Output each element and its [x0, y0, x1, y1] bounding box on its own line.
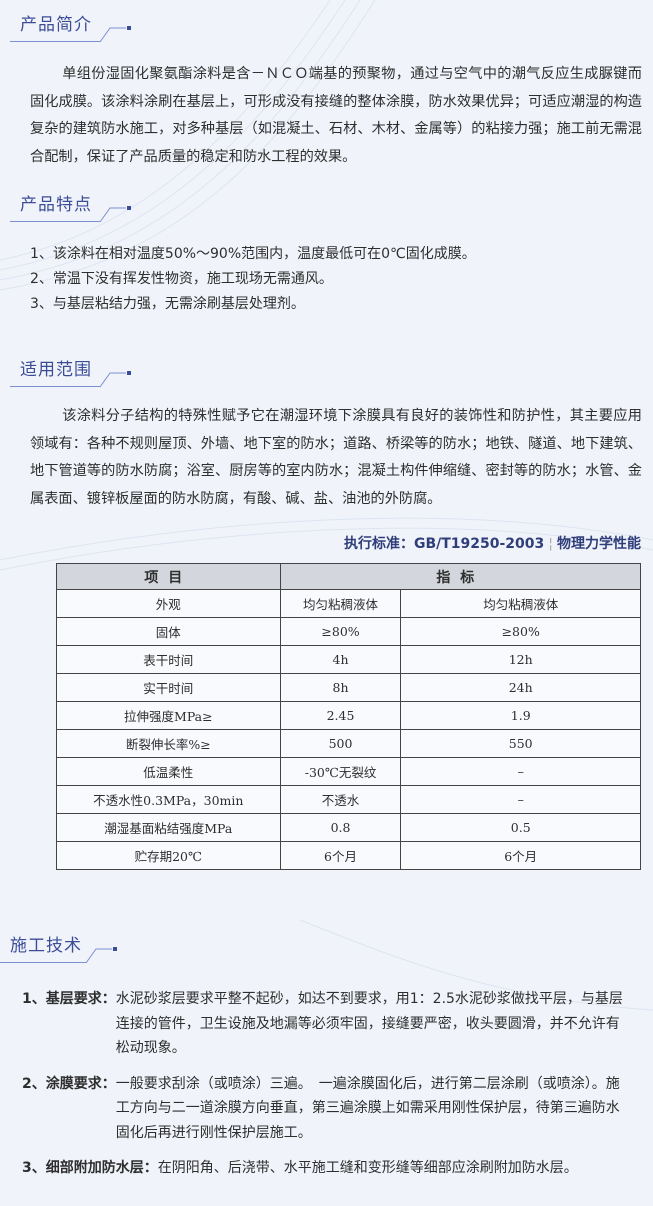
section-title-intro: 产品简介: [10, 12, 140, 43]
features-title: 产品特点: [20, 195, 92, 215]
header-item: 项目: [56, 563, 281, 590]
table-row: 固体 ≥80% ≥80%: [56, 617, 641, 646]
table-row: 实干时间 8h 24h: [56, 673, 641, 702]
value-1: -30℃无裂纹: [279, 757, 402, 786]
property-name: 外观: [56, 589, 281, 618]
technique-item: 1、基层要求： 水泥砂浆层要求平整不起砂，如达不到要求，用1：2.5水泥砂浆做找平…: [22, 987, 627, 1061]
property-name: 贮存期20℃: [56, 841, 281, 870]
technique-title: 施工技术: [10, 936, 82, 956]
table-row: 贮存期20℃ 6个月 6个月: [56, 841, 641, 870]
properties-table: 项目 指标 外观 均匀粘稠液体 均匀粘稠液体 固体 ≥80% ≥80% 表干时间 4h 12h 实…: [56, 563, 642, 870]
value-2: 550: [400, 729, 641, 758]
property-name: 不透水性0.3MPa，30min: [56, 785, 281, 814]
item-text: 水泥砂浆层要求平整不起砂，如达不到要求，用1：2.5水泥砂浆做找平层，与基层连接…: [115, 991, 623, 1056]
property-name: 断裂伸长率%≥: [56, 729, 281, 758]
property-name: 低温柔性: [56, 757, 281, 786]
value-1: 均匀粘稠液体: [279, 589, 402, 618]
heading-accent-icon: [99, 206, 131, 223]
property-name: 拉伸强度MPa≥: [56, 701, 281, 730]
value-2: 12h: [400, 645, 641, 674]
technique-list: 1、基层要求： 水泥砂浆层要求平整不起砂，如达不到要求，用1：2.5水泥砂浆做找平…: [22, 987, 627, 1181]
scope-paragraph: 该涂料分子结构的特殊性赋予它在潮湿环境下涂膜具有良好的装饰性和防护性，其主要应用…: [30, 408, 642, 507]
heading-accent-icon: [99, 371, 131, 388]
scope-title: 适用范围: [20, 360, 92, 380]
feature-item: 3、与基层粘结力强，无需涂刷基层处理剂。: [30, 296, 305, 312]
intro-paragraph: 单组份湿固化聚氨酯涂料是含－ＮＣＯ端基的预聚物，通过与空气中的潮气反应生成脲键而…: [30, 66, 642, 165]
value-1: 6个月: [279, 841, 402, 870]
item-label: 1、基层要求：: [22, 991, 116, 1007]
value-1: 4h: [279, 645, 402, 674]
section-title-scope: 适用范围: [10, 357, 140, 388]
section-title-features: 产品特点: [10, 192, 140, 223]
section-title-technique: 施工技术: [0, 933, 130, 964]
value-2: –: [400, 785, 641, 814]
header-index: 指标: [279, 563, 642, 590]
item-label: 3、细部附加防水层：: [22, 1160, 158, 1176]
technique-item: 3、细部附加防水层： 在阴阳角、后浇带、水平施工缝和变形缝等细部应涂刷附加防水层。: [22, 1156, 627, 1181]
technique-item: 2、涂膜要求： 一般要求刮涂（或喷涂）三遍。 一遍涂膜固化后，进行第二层涂刷（或喷…: [22, 1072, 627, 1146]
table-row: 断裂伸长率%≥ 500 550: [56, 729, 641, 758]
table-caption: 执行标准：GB/T19250-2003 ¦ 物理力学性能: [343, 536, 641, 552]
table-row: 拉伸强度MPa≥ 2.45 1.9: [56, 701, 641, 730]
table-row: 外观 均匀粘稠液体 均匀粘稠液体: [56, 589, 641, 618]
item-text: 在阴阳角、后浇带、水平施工缝和变形缝等细部应涂刷附加防水层。: [157, 1160, 578, 1176]
intro-title: 产品简介: [20, 15, 92, 35]
value-2: 1.9: [400, 701, 641, 730]
heading-accent-icon: [99, 26, 131, 43]
value-2: 均匀粘稠液体: [400, 589, 641, 618]
item-label: 2、涂膜要求：: [22, 1075, 116, 1092]
standard-label: 执行标准：GB/T19250-2003: [343, 536, 545, 552]
table-subtitle: 物理力学性能: [557, 536, 641, 552]
value-2: ≥80%: [400, 617, 641, 646]
heading-accent-icon: [85, 947, 117, 964]
item-text: 一般要求刮涂（或喷涂）三遍。 一遍涂膜固化后，进行第二层涂刷（或喷涂）。施工方向…: [115, 1075, 620, 1141]
property-name: 潮湿基面粘结强度MPa: [56, 813, 281, 842]
value-2: 6个月: [400, 841, 641, 870]
value-1: 2.45: [279, 701, 402, 730]
value-1: 0.8: [279, 813, 402, 842]
feature-item: 1、该涂料在相对温度50%～90%范围内，温度最低可在0℃固化成膜。: [30, 246, 476, 262]
features-list: 1、该涂料在相对温度50%～90%范围内，温度最低可在0℃固化成膜。 2、常温下…: [30, 242, 476, 317]
table-row: 不透水性0.3MPa，30min 不透水 –: [56, 785, 641, 814]
feature-item: 2、常温下没有挥发性物资，施工现场无需通风。: [30, 271, 333, 287]
value-1: 8h: [279, 673, 402, 702]
value-1: ≥80%: [279, 617, 402, 646]
value-2: 24h: [400, 673, 641, 702]
value-1: 500: [279, 729, 402, 758]
property-name: 实干时间: [56, 673, 281, 702]
table-row: 潮湿基面粘结强度MPa 0.8 0.5: [56, 813, 641, 842]
table-row: 表干时间 4h 12h: [56, 645, 641, 674]
property-name: 固体: [56, 617, 281, 646]
value-2: –: [400, 757, 641, 786]
value-2: 0.5: [400, 813, 641, 842]
table-row: 低温柔性 -30℃无裂纹 –: [56, 757, 641, 786]
property-name: 表干时间: [56, 645, 281, 674]
value-1: 不透水: [279, 785, 402, 814]
